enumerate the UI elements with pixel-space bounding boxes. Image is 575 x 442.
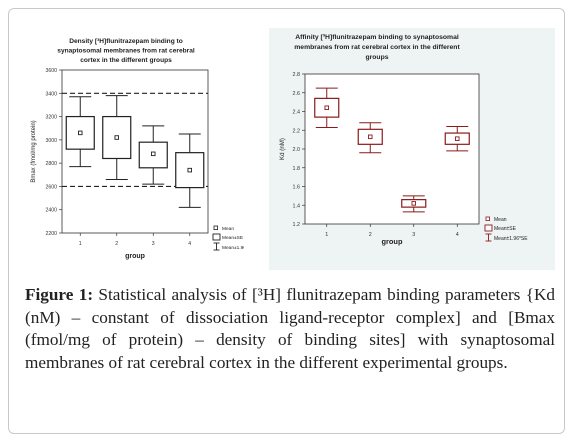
y-tick-label: 2200 xyxy=(45,231,57,237)
box-group-1 xyxy=(314,87,340,128)
legend-mean-label: Mean xyxy=(494,217,507,223)
x-tick-label: 4 xyxy=(188,241,191,247)
y-tick-label: 1.2 xyxy=(293,222,301,228)
y-tick-label: 1.4 xyxy=(293,203,301,209)
bmax-boxplot: Density [³H]flunitrazepam binding to syna… xyxy=(31,38,244,260)
legend-ci-label: Mean±1.96*SE xyxy=(222,245,244,251)
y-tick-label: 3400 xyxy=(45,91,57,97)
y-tick-label: 2.6 xyxy=(293,91,301,97)
mean-point xyxy=(187,167,192,173)
box-group-4 xyxy=(444,126,470,152)
x-tick-label: 4 xyxy=(456,232,459,238)
caption-text: Statistical analysis of [³H] flunitrazep… xyxy=(25,285,555,372)
bmax-boxplot-panel: Density [³H]flunitrazepam binding to syna… xyxy=(26,36,244,266)
box-group-2 xyxy=(357,122,383,154)
kd-boxplot-panel: Affinity [³H]flunitrazepam binding to sy… xyxy=(269,28,555,270)
box-group-2 xyxy=(102,95,132,180)
legend: Mean Mean±SE Mean±1.96*SE xyxy=(484,216,528,242)
y-tick-label: 2.2 xyxy=(293,128,301,134)
chart-title-line: cortex in the different groups xyxy=(80,57,172,64)
y-tick-label: 3600 xyxy=(45,68,57,74)
y-tick-label: 2800 xyxy=(45,161,57,167)
y-tick-label: 3000 xyxy=(45,138,57,144)
y-tick-label: 1.6 xyxy=(293,185,301,191)
plot-area xyxy=(61,69,209,234)
box-group-1 xyxy=(65,96,95,168)
mean-point xyxy=(367,134,373,140)
kd-boxplot: Affinity [³H]flunitrazepam binding to sy… xyxy=(269,28,555,270)
y-tick-label: 3200 xyxy=(45,115,57,121)
chart-title-line: membranes from rat cerebral cortex in th… xyxy=(294,44,460,51)
legend: Mean Mean±SE Mean±1.96*SE xyxy=(212,225,244,251)
y-tick-label: 2.0 xyxy=(293,147,301,153)
legend-ci-label: Mean±1.96*SE xyxy=(494,236,528,242)
legend-se-label: Mean±SE xyxy=(494,226,517,232)
mean-point xyxy=(411,201,416,206)
mean-point xyxy=(150,151,156,157)
y-tick-label: 2.4 xyxy=(293,110,301,116)
mean-point xyxy=(454,136,460,141)
y-axis-label: Bmax (fmol/mg protein) xyxy=(31,120,37,182)
legend-mean-swatch xyxy=(485,216,490,221)
legend-se-label: Mean±SE xyxy=(222,235,243,241)
chart-title-line: synaptosomal membranes from rat cerebral xyxy=(57,48,195,55)
legend-se-swatch xyxy=(212,233,221,241)
plot-area xyxy=(304,73,480,225)
x-tick-label: 3 xyxy=(412,232,415,238)
x-tick-label: 1 xyxy=(79,241,82,247)
x-axis-label: group xyxy=(125,253,145,260)
caption-label: Figure 1: xyxy=(25,285,94,304)
y-tick-label: 1.8 xyxy=(293,166,301,172)
figure-caption: Figure 1: Statistical analysis of [³H] f… xyxy=(25,284,555,374)
legend-se-swatch xyxy=(484,224,493,232)
chart-title-line: groups xyxy=(365,54,388,61)
mean-point xyxy=(114,135,119,140)
x-tick-label: 2 xyxy=(115,241,118,247)
mean-point xyxy=(324,105,330,110)
legend-mean-label: Mean xyxy=(222,226,234,232)
chart-title-line: Density [³H]flunitrazepam binding to xyxy=(69,38,183,45)
legend-mean-swatch xyxy=(213,225,218,230)
mean-point xyxy=(78,130,83,136)
y-tick-label: 2.8 xyxy=(293,72,301,78)
y-tick-label: 2400 xyxy=(45,208,57,214)
x-axis-label: group xyxy=(382,237,403,246)
x-tick-label: 1 xyxy=(325,232,328,238)
x-tick-label: 2 xyxy=(369,232,372,238)
chart-title-line: Affinity [³H]flunitrazepam binding to sy… xyxy=(295,34,459,41)
box-group-4 xyxy=(175,133,205,208)
x-tick-label: 3 xyxy=(152,241,155,247)
y-tick-label: 2600 xyxy=(45,184,57,190)
box-group-3 xyxy=(401,195,427,213)
y-axis-label: Kd (nM) xyxy=(279,138,286,160)
box-group-3 xyxy=(138,125,168,185)
